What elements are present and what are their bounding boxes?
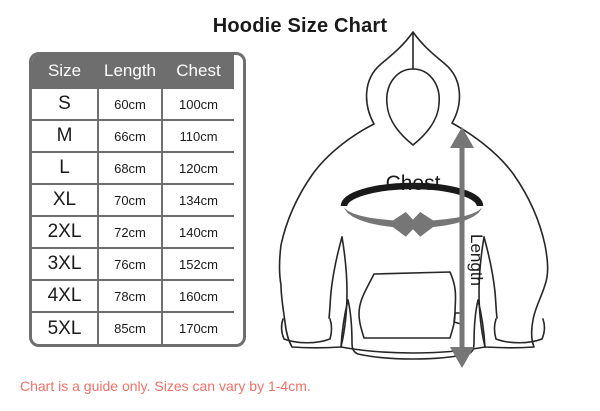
- svg-text:Chest: Chest: [386, 172, 441, 195]
- svg-text:Length: Length: [467, 234, 486, 286]
